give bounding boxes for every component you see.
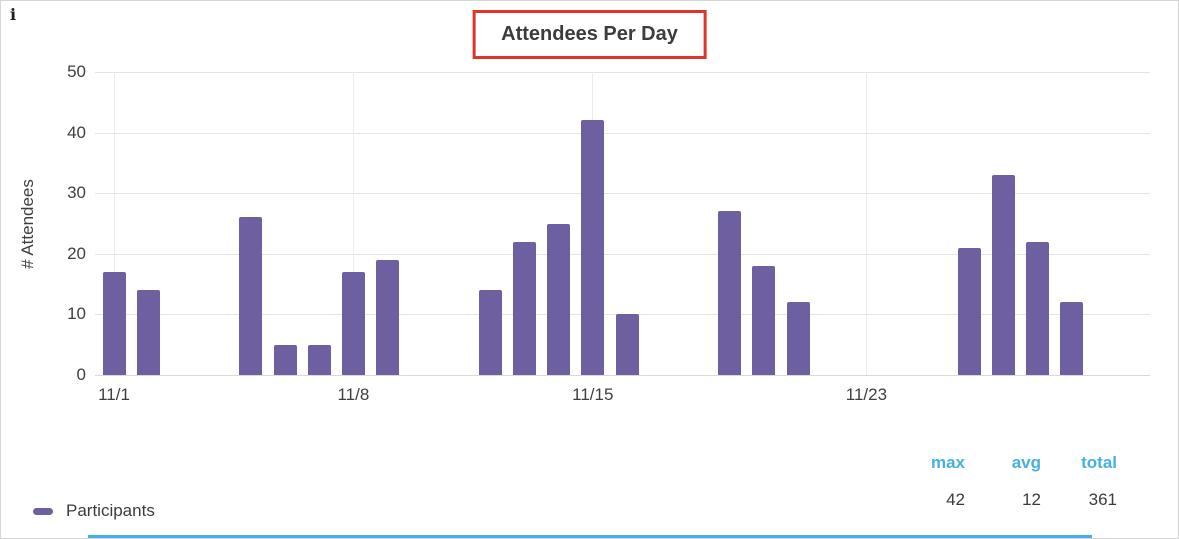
bar-11-27[interactable] — [991, 175, 1015, 375]
stat-value-total: 361 — [1088, 490, 1117, 509]
bar-11-16[interactable] — [615, 314, 639, 375]
y-tick-label-40: 40 — [67, 122, 86, 142]
gridline-y-30 — [95, 193, 1150, 195]
bar-11-14[interactable] — [547, 223, 571, 375]
y-tick-label-50: 50 — [67, 62, 86, 81]
stat-value-max: 42 — [946, 490, 965, 509]
stat-header-avg: avg — [1011, 453, 1041, 472]
y-tick-label-0: 0 — [76, 365, 86, 384]
plot-area — [95, 72, 1150, 376]
gridline-x-11-1 — [113, 72, 115, 375]
stats-summary: max 42 avg 12 total 361 — [919, 453, 1117, 510]
x-tick-label-11-1: 11/1 — [98, 385, 130, 404]
chart-title: Attendees Per Day — [501, 23, 678, 45]
bar-11-7[interactable] — [307, 344, 331, 375]
stat-total: total 361 — [1071, 453, 1117, 510]
x-tick-label-11-8: 11/8 — [337, 385, 370, 404]
bar-11-13[interactable] — [512, 241, 536, 375]
bar-11-2[interactable] — [136, 290, 160, 375]
bar-11-9[interactable] — [376, 259, 400, 375]
bar-11-5[interactable] — [239, 217, 263, 375]
bar-11-26[interactable] — [957, 247, 981, 375]
bar-11-8[interactable] — [341, 271, 365, 375]
legend-swatch-participants — [33, 507, 53, 515]
stat-max: max 42 — [919, 453, 965, 510]
legend: Participants — [33, 501, 155, 521]
bar-11-29[interactable] — [1060, 302, 1084, 375]
bar-11-20[interactable] — [752, 265, 776, 375]
bar-11-1[interactable] — [102, 271, 126, 375]
legend-label-participants[interactable]: Participants — [66, 501, 155, 520]
info-icon[interactable]: i — [10, 5, 17, 24]
x-tick-label-11-15: 11/15 — [572, 385, 614, 404]
bar-11-6[interactable] — [273, 344, 297, 375]
stat-header-total: total — [1081, 453, 1117, 472]
y-tick-label-30: 30 — [67, 183, 86, 203]
stat-value-avg: 12 — [1022, 490, 1041, 509]
gridline-x-11-8 — [352, 72, 354, 375]
y-tick-label-10: 10 — [67, 304, 86, 324]
stat-avg: avg 12 — [995, 453, 1041, 510]
gridline-x-11-23 — [865, 72, 867, 375]
bar-11-28[interactable] — [1025, 241, 1049, 375]
gridline-y-0 — [95, 375, 1150, 376]
bar-11-21[interactable] — [786, 302, 810, 375]
y-axis-title: # Attendees — [18, 179, 37, 269]
gridline-y-40 — [95, 132, 1150, 134]
bar-11-19[interactable] — [718, 211, 742, 375]
bar-11-12[interactable] — [478, 290, 502, 375]
bar-11-15[interactable] — [581, 120, 605, 375]
x-axis-ticks: 11/1 11/8 11/15 11/23 — [0, 385, 1179, 409]
gridline-y-20 — [95, 253, 1150, 255]
title-highlight-box: Attendees Per Day — [472, 10, 707, 59]
bottom-accent-line — [88, 535, 1092, 538]
gridline-y-50 — [95, 72, 1150, 73]
y-tick-label-20: 20 — [67, 243, 86, 263]
stat-header-max: max — [930, 453, 965, 472]
x-tick-label-11-23: 11/23 — [845, 385, 888, 404]
